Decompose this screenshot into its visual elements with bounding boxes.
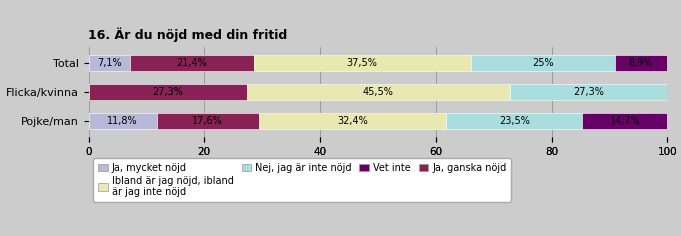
Bar [89,84,667,100]
Bar [471,55,616,71]
Text: 27,3%: 27,3% [573,87,604,97]
Text: 37,5%: 37,5% [347,58,377,68]
Bar [89,55,667,71]
Text: 16. Är du nöjd med din fritid: 16. Är du nöjd med din fritid [88,27,287,42]
Bar [247,84,510,100]
Bar [259,113,446,129]
Bar [89,55,129,71]
Text: 25%: 25% [532,58,554,68]
Bar [129,55,253,71]
Text: 23,5%: 23,5% [499,116,530,126]
Bar [616,55,667,71]
Text: 17,6%: 17,6% [193,116,223,126]
Text: 8,9%: 8,9% [629,58,653,68]
Bar [582,113,667,129]
Legend: Ja, mycket nöjd, Ibland är jag nöjd, ibland
är jag inte nöjd, Nej, jag är inte n: Ja, mycket nöjd, Ibland är jag nöjd, ibl… [93,158,511,202]
Bar [510,84,668,100]
Text: 27,3%: 27,3% [152,87,183,97]
Text: 14,7%: 14,7% [609,116,640,126]
Bar [253,55,471,71]
Bar [89,84,247,100]
Text: 11,8%: 11,8% [108,116,138,126]
Bar [157,113,259,129]
Text: 7,1%: 7,1% [97,58,121,68]
Text: 21,4%: 21,4% [176,58,207,68]
Bar [446,113,582,129]
Bar [89,113,157,129]
Text: 32,4%: 32,4% [337,116,368,126]
Bar [89,113,667,129]
Text: 45,5%: 45,5% [363,87,394,97]
